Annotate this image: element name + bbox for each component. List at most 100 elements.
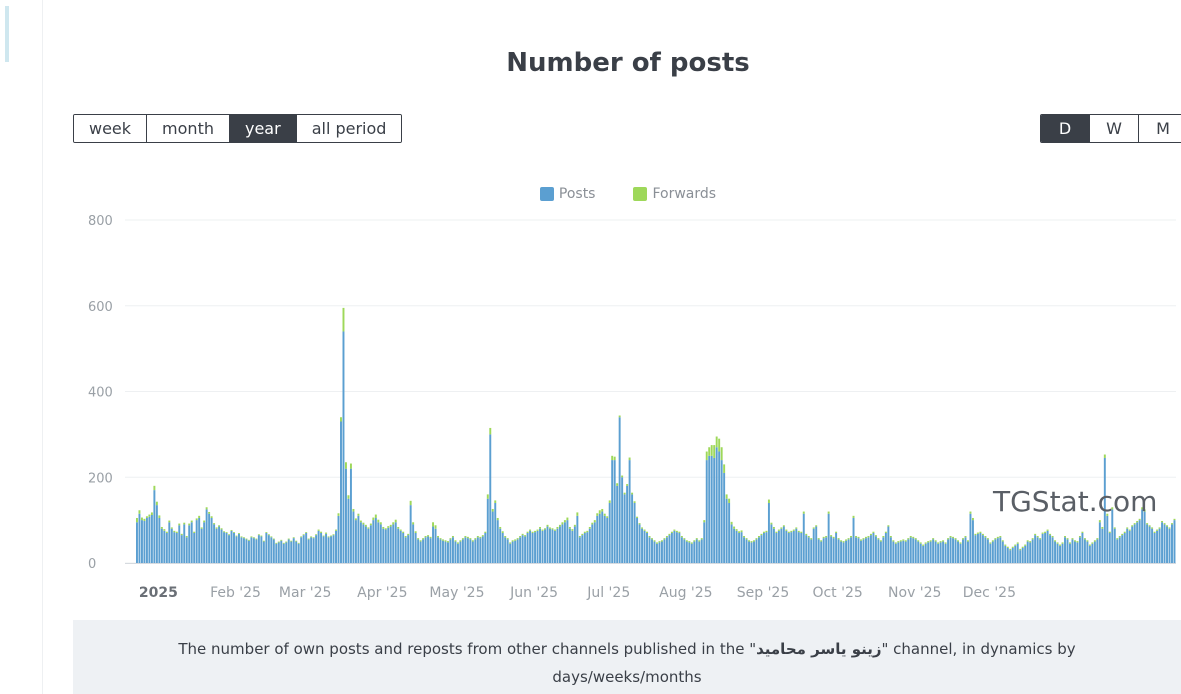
forwards-bar [245,538,248,540]
period-year-button[interactable]: year [229,115,297,142]
forwards-bar [205,507,208,510]
forwards-bar [782,525,785,527]
forwards-bar [496,517,499,521]
forwards-bar [922,544,925,546]
posts-bar [899,541,902,563]
posts-bar [942,541,945,563]
forwards-bar [986,538,989,540]
forwards-bar [1073,540,1076,542]
posts-bar [1066,539,1069,563]
forwards-bar [451,535,454,538]
forwards-bar [932,538,935,540]
forwards-bar [312,537,315,539]
forwards-bar [1131,525,1134,527]
forwards-bar [250,536,253,538]
period-month-button[interactable]: month [147,115,230,142]
forwards-bar [315,534,318,536]
forwards-bar [1029,541,1032,543]
forwards-bar [947,538,950,540]
granularity-week-button[interactable]: W [1090,115,1139,142]
forwards-bar [914,538,917,540]
forwards-bar [188,523,191,526]
posts-bar [1009,550,1012,563]
forwards-bar [760,533,763,536]
forwards-bar [673,529,676,531]
granularity-month-button[interactable]: M [1139,115,1181,142]
forwards-bar [864,536,867,539]
forwards-bar [447,541,449,543]
forwards-bar [1039,538,1042,540]
posts-bar [496,520,499,563]
forwards-bar [578,535,581,538]
posts-bar [830,536,833,563]
posts-bar [922,545,925,563]
forwards-bar [476,535,479,538]
forwards-bar [822,536,825,539]
forwards-bar [1078,535,1081,538]
forwards-bar [1103,454,1106,458]
forwards-bar [563,520,566,523]
posts-bar [1041,533,1044,563]
posts-bar [1173,520,1176,563]
posts-bar [964,537,967,563]
posts-bar [785,530,788,563]
posts-bar [753,541,755,563]
forwards-bar [213,523,216,525]
forwards-bar [780,527,783,529]
posts-bar [812,528,815,563]
forwards-bar [362,522,365,525]
forwards-bar [837,538,840,540]
forwards-bar [777,529,780,531]
posts-bar [573,526,576,563]
posts-bar [1106,515,1109,563]
posts-bar [1116,539,1119,563]
forwards-bar [738,531,741,533]
forwards-bar [705,451,708,461]
forwards-bar [1121,533,1124,536]
forwards-bar [220,528,223,530]
posts-bar [1151,528,1154,563]
legend-item-forwards[interactable]: Forwards [633,186,716,202]
forwards-bar [1133,523,1136,525]
posts-bar [409,505,412,563]
forwards-bar [1014,544,1017,546]
posts-bar [720,460,723,563]
posts-bar [860,540,862,563]
posts-bar [367,528,370,563]
forwards-bar [218,525,221,527]
forwards-bar [272,538,275,540]
posts-bar [153,490,156,563]
legend-item-posts[interactable]: Posts [539,186,595,202]
forwards-bar [979,531,982,533]
forwards-bar [613,456,616,461]
x-tick-label: 2025 [139,585,178,601]
posts-bar [150,514,153,563]
posts-bar [1044,532,1047,563]
posts-bar [499,528,502,563]
posts-bar [855,537,857,563]
forwards-bar [872,531,875,533]
forwards-bar [917,540,920,542]
posts-bar [377,522,380,563]
granularity-day-button[interactable]: D [1041,115,1090,142]
forwards-bar [143,518,146,521]
forwards-bar [377,519,380,523]
posts-bar [760,535,763,563]
posts-bar [740,532,743,563]
posts-bar [693,541,696,563]
forwards-bar [509,542,512,544]
posts-bar [514,540,517,563]
posts-bar [1054,541,1057,563]
forwards-bar [792,529,795,531]
forwards-bar [665,535,668,538]
posts-bar [792,530,795,563]
posts-bar [939,542,942,563]
forwards-bar [907,538,910,540]
posts-bar [974,535,977,563]
period-week-button[interactable]: week [74,115,148,142]
posts-bar [193,532,196,563]
posts-bar [180,535,183,563]
period-all-button[interactable]: all period [296,115,402,142]
posts-bar [820,541,823,563]
forwards-bar [1091,542,1094,544]
